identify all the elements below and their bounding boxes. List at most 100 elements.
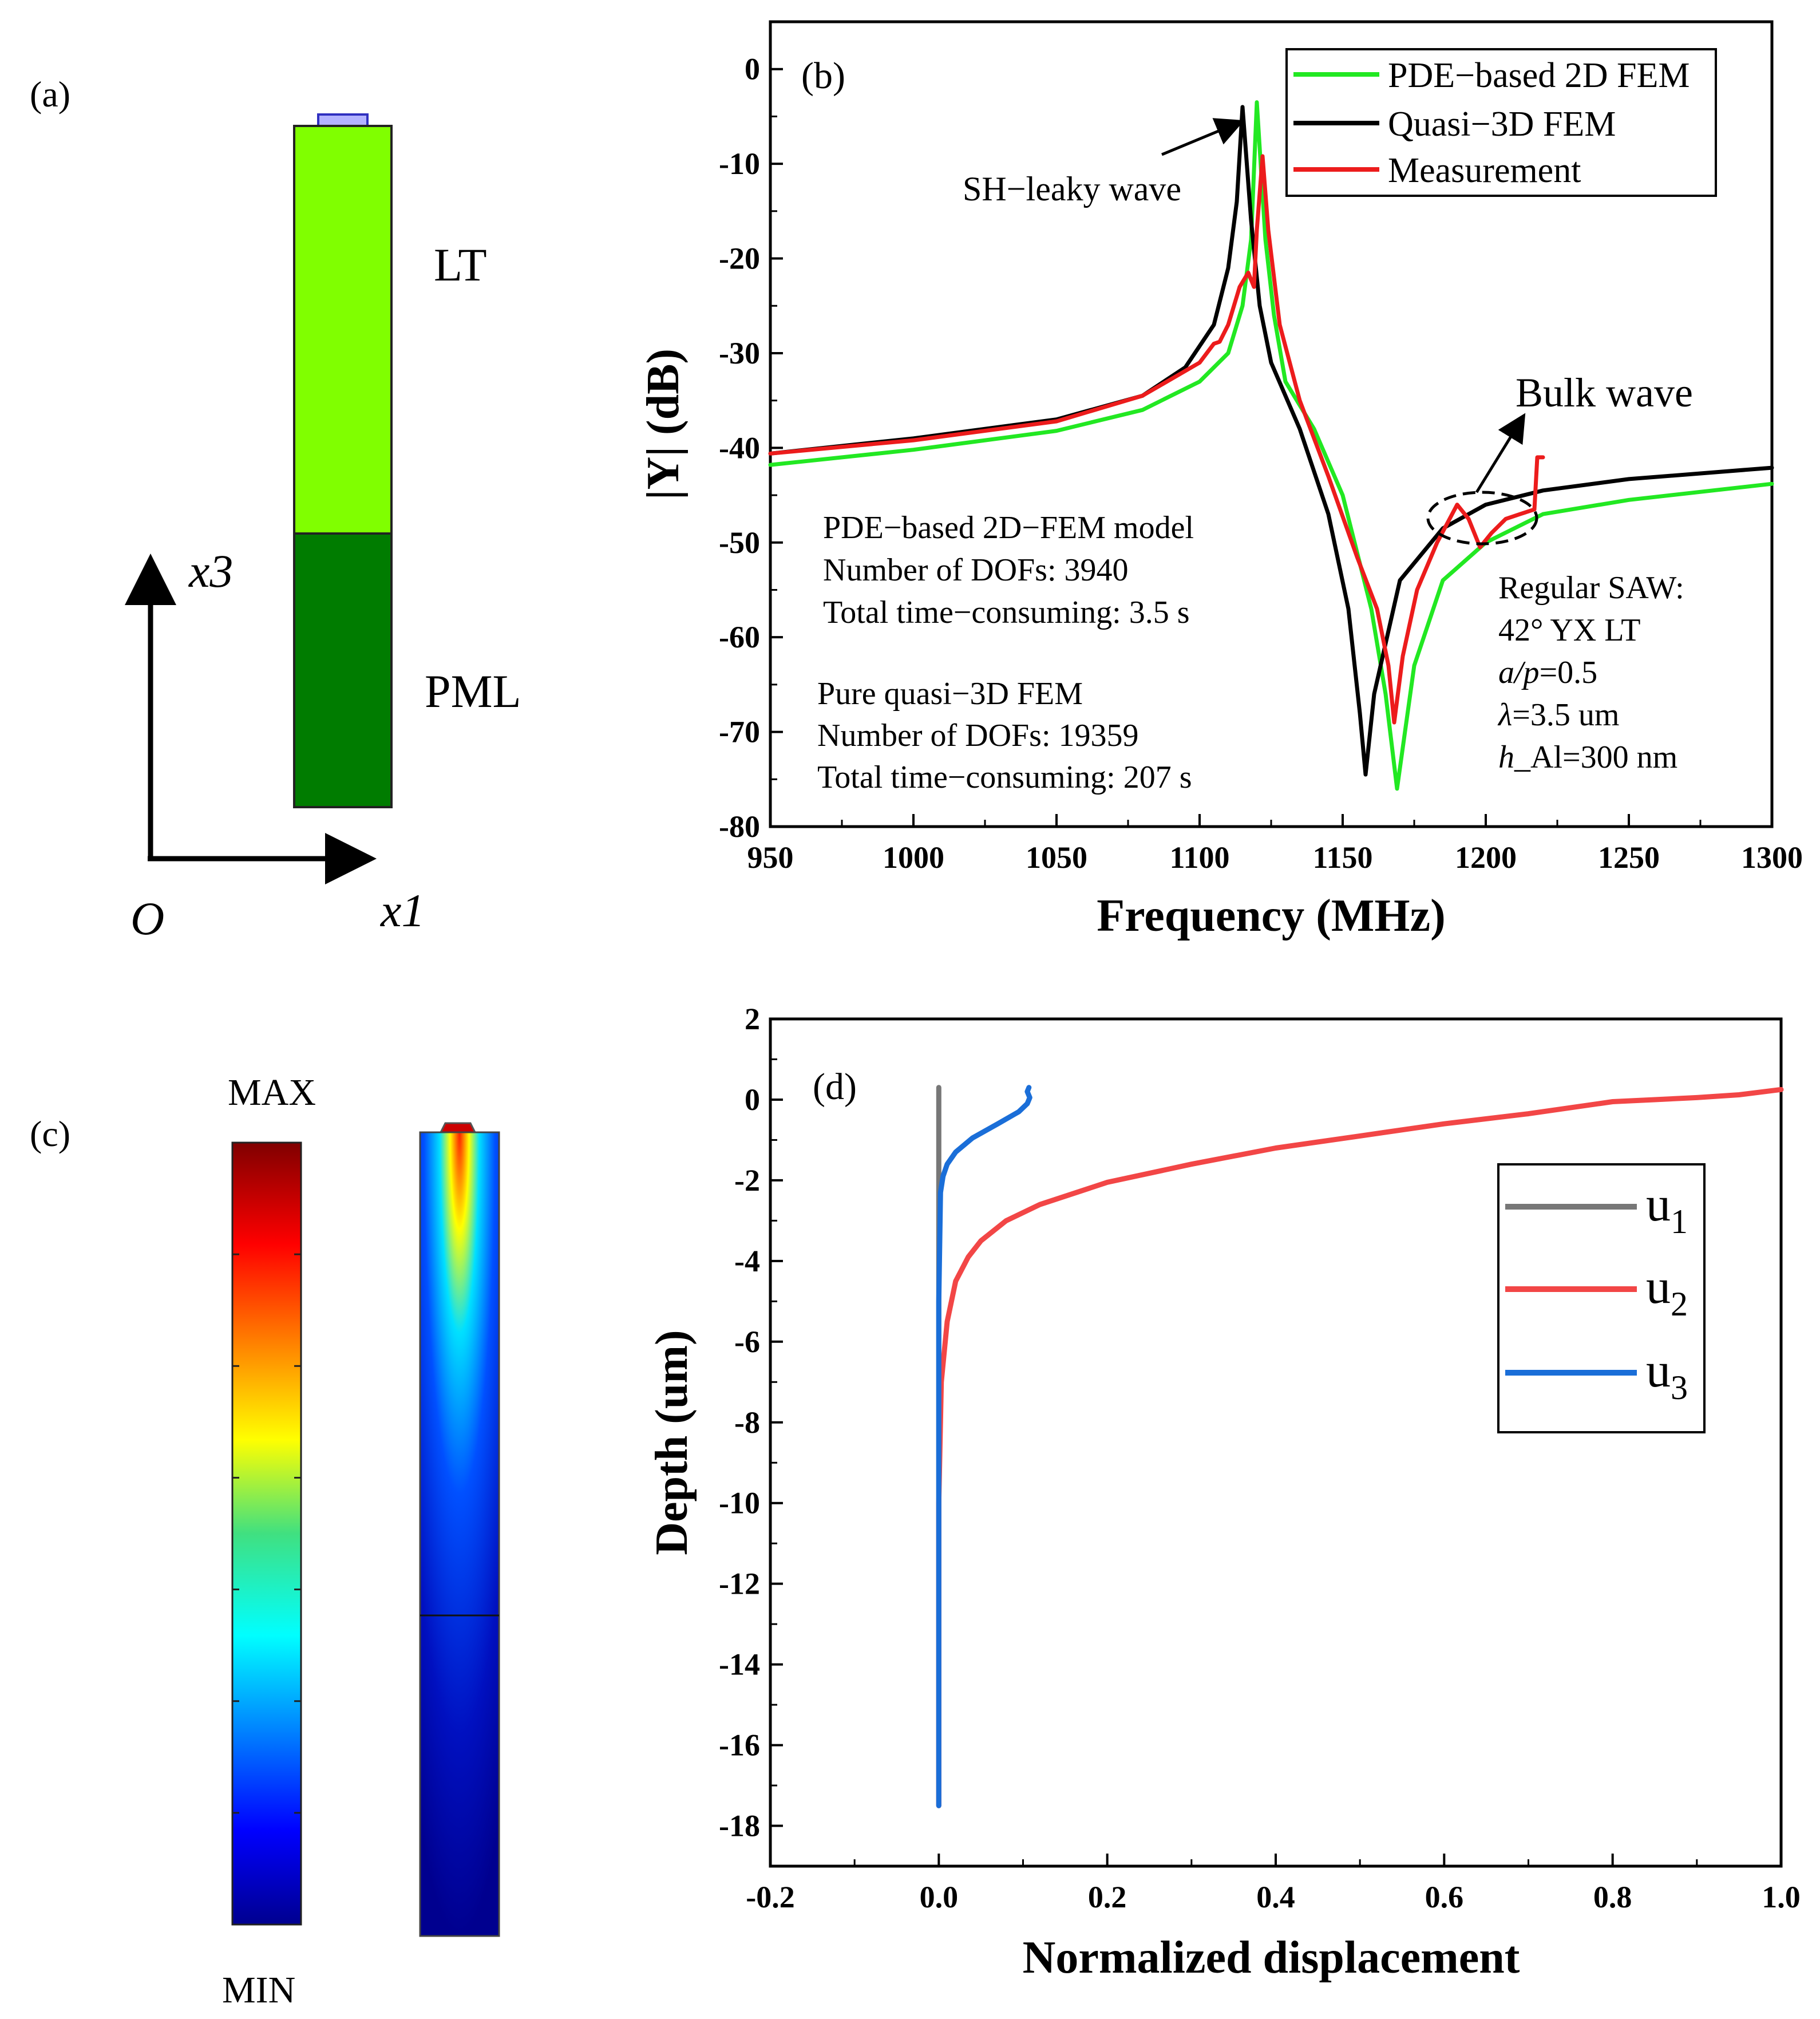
saw-title: Regular SAW: bbox=[1498, 570, 1684, 606]
saw-ap-val: =0.5 bbox=[1540, 655, 1598, 690]
bulk-wave-annotation: Bulk wave bbox=[1516, 370, 1693, 416]
model2-line1: Pure quasi−3D FEM bbox=[817, 676, 1083, 712]
chart-b-xlabel: Frequency (MHz) bbox=[1097, 891, 1445, 941]
model2-line2: Number of DOFs: 19359 bbox=[817, 718, 1139, 753]
min-label: MIN bbox=[222, 1969, 295, 2011]
d-xtick-label: -0.2 bbox=[746, 1880, 794, 1914]
origin-label: O bbox=[130, 892, 164, 945]
d-xtick-label: 0.0 bbox=[920, 1880, 959, 1914]
chart-d: -0.2 0.0 0.2 0.4 0.6 0.8 1.0 -18 -16 -14 -12 -10 -8 -… bbox=[647, 1002, 1801, 1983]
model1-line1: PDE−based 2D−FEM model bbox=[823, 510, 1194, 546]
d-series-u3 bbox=[936, 1085, 1032, 1808]
b-ytick-label: -10 bbox=[719, 147, 760, 181]
b-ytick-label: -30 bbox=[719, 336, 760, 370]
d-xtick-label: 0.2 bbox=[1088, 1880, 1127, 1914]
chart-b-panel-label: (b) bbox=[801, 55, 845, 97]
panel-c: (c) MAX MIN bbox=[30, 1072, 500, 2011]
b-ytick-label: -50 bbox=[719, 526, 760, 560]
lt-label: LT bbox=[434, 239, 487, 291]
d-ytick-label: -18 bbox=[719, 1809, 760, 1843]
d-ytick-label: 0 bbox=[745, 1082, 760, 1117]
b-xtick-label: 1200 bbox=[1455, 840, 1517, 875]
pml-layer bbox=[293, 532, 393, 808]
saw-lambda: λ=3.5 um bbox=[1497, 697, 1619, 733]
legend-label-quasi3d: Quasi−3D FEM bbox=[1388, 105, 1616, 144]
bulk-wave-arrow bbox=[1475, 413, 1526, 493]
d-ytick-label: 2 bbox=[745, 1002, 760, 1036]
chart-b-series bbox=[768, 100, 1774, 791]
b-xtick-label: 1150 bbox=[1312, 840, 1372, 875]
b-ytick-label: 0 bbox=[745, 52, 760, 86]
d-ytick-label: -10 bbox=[719, 1486, 760, 1520]
d-xtick-label: 1.0 bbox=[1762, 1880, 1801, 1914]
chart-b-ticks: 950 1000 1050 1100 1150 1200 1250 1300 -80 -70 -60… bbox=[719, 52, 1803, 875]
b-ytick-label: -40 bbox=[719, 430, 760, 465]
b-ytick-label: -70 bbox=[719, 715, 760, 749]
b-series-measurement bbox=[768, 154, 1545, 725]
pml-label: PML bbox=[425, 665, 521, 717]
d-ytick-label: -4 bbox=[734, 1244, 760, 1278]
model1-line2: Number of DOFs: 3940 bbox=[823, 552, 1129, 588]
saw-h: h_Al=300 nm bbox=[1498, 740, 1677, 775]
sh-leaky-arrow bbox=[1161, 118, 1245, 156]
colorbar bbox=[231, 1141, 302, 1926]
legend-sub-u3: 3 bbox=[1671, 1369, 1688, 1406]
b-xtick-label: 1250 bbox=[1598, 840, 1660, 875]
bulk-wave-ellipse bbox=[1426, 491, 1538, 546]
d-xtick-label: 0.8 bbox=[1593, 1880, 1632, 1914]
legend-sub-u1: 1 bbox=[1671, 1203, 1688, 1240]
d-ytick-label: -16 bbox=[719, 1728, 760, 1763]
d-series-u2 bbox=[936, 1086, 1784, 1808]
d-ytick-label: -12 bbox=[719, 1567, 760, 1601]
model1-line3: Total time−consuming: 3.5 s bbox=[823, 595, 1190, 630]
saw-ap-var: a/p bbox=[1498, 655, 1540, 690]
d-xtick-label: 0.4 bbox=[1256, 1880, 1295, 1914]
saw-lambda-val: =3.5 um bbox=[1512, 697, 1619, 733]
b-series-pde-based-2d-fem bbox=[768, 100, 1774, 791]
b-xtick-label: 950 bbox=[747, 840, 794, 875]
d-ytick-label: -2 bbox=[734, 1163, 760, 1198]
b-ytick-label: -20 bbox=[719, 242, 760, 276]
electrode bbox=[317, 113, 369, 127]
chart-b-ylabel: |Y| (dB) bbox=[638, 349, 689, 500]
chart-d-series bbox=[936, 1085, 1784, 1808]
legend-label-pde: PDE−based 2D FEM bbox=[1388, 56, 1690, 95]
panel-a: (a) LT PML x3 x1 O bbox=[30, 74, 521, 945]
field-electrode bbox=[439, 1122, 477, 1133]
legend-label-u2: u2 bbox=[1646, 1259, 1688, 1323]
max-label: MAX bbox=[228, 1072, 316, 1113]
b-series-quasi-3d-fem bbox=[768, 105, 1774, 777]
b-xtick-label: 1300 bbox=[1741, 840, 1803, 875]
saw-h-var: h bbox=[1498, 740, 1514, 775]
sh-leaky-annotation: SH−leaky wave bbox=[963, 170, 1181, 208]
chart-b-legend: PDE−based 2D FEM Quasi−3D FEM Measuremen… bbox=[1285, 48, 1717, 197]
x3-label: x3 bbox=[188, 545, 233, 597]
x1-label: x1 bbox=[380, 884, 425, 937]
b-ytick-label: -80 bbox=[719, 809, 760, 844]
model2-line3: Total time−consuming: 207 s bbox=[817, 760, 1192, 795]
chart-d-ticks: -0.2 0.0 0.2 0.4 0.6 0.8 1.0 -18 -16 -14 -12 -10 -8 -… bbox=[719, 1002, 1801, 1914]
chart-d-panel-label: (d) bbox=[813, 1066, 857, 1108]
b-xtick-label: 1050 bbox=[1026, 840, 1087, 875]
b-xtick-label: 1000 bbox=[883, 840, 944, 875]
panel-a-label: (a) bbox=[30, 74, 70, 114]
legend-label-measurement: Measurement bbox=[1388, 151, 1581, 190]
d-ytick-label: -14 bbox=[719, 1647, 760, 1682]
panel-c-label: (c) bbox=[30, 1113, 70, 1154]
b-ytick-label: -60 bbox=[719, 620, 760, 654]
legend-sub-u2: 2 bbox=[1671, 1285, 1688, 1323]
saw-lambda-var: λ bbox=[1497, 697, 1512, 733]
d-xtick-label: 0.6 bbox=[1425, 1880, 1464, 1914]
colorbar-ticks bbox=[232, 1253, 301, 1814]
b-xtick-label: 1100 bbox=[1169, 840, 1229, 875]
saw-cut: 42° YX LT bbox=[1498, 613, 1640, 648]
d-ytick-label: -8 bbox=[734, 1405, 760, 1440]
lt-layer bbox=[293, 125, 393, 535]
displacement-field bbox=[419, 1131, 500, 1937]
chart-d-ylabel: Depth (um) bbox=[647, 1330, 697, 1555]
saw-ap: a/p=0.5 bbox=[1498, 655, 1597, 690]
chart-d-xlabel: Normalized displacement bbox=[1023, 1933, 1520, 1983]
saw-h-val: _Al=300 nm bbox=[1514, 740, 1677, 775]
d-ytick-label: -6 bbox=[734, 1325, 760, 1359]
